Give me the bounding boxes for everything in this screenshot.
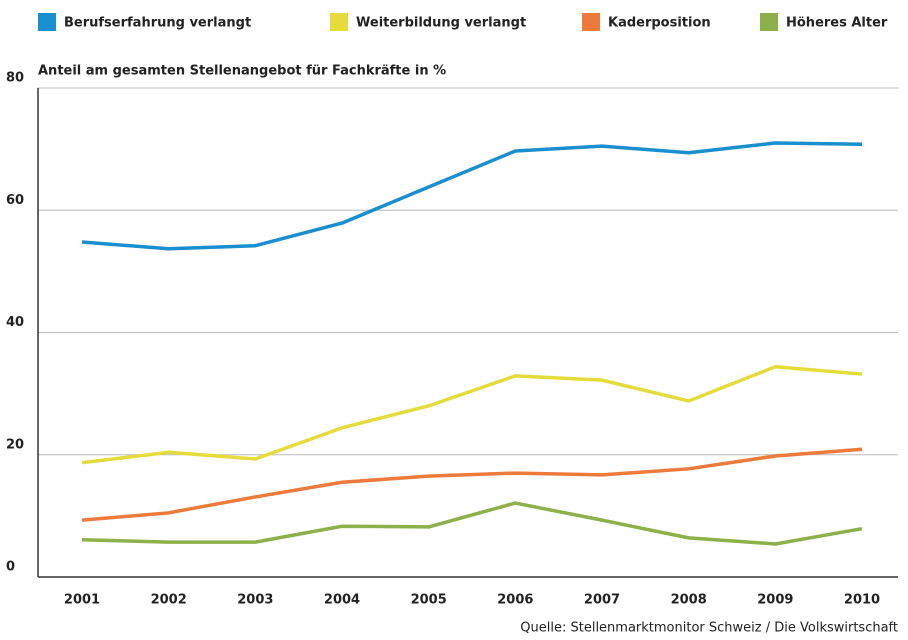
legend-swatch <box>760 13 778 31</box>
legend-swatch <box>38 13 56 31</box>
x-tick-label: 2001 <box>64 593 100 608</box>
x-tick-label: 2010 <box>844 593 880 608</box>
legend-label: Weiterbildung verlangt <box>356 16 526 31</box>
x-tick-label: 2009 <box>757 593 793 608</box>
x-tick-label: 2008 <box>671 593 707 608</box>
y-tick-label: 80 <box>6 71 24 86</box>
legend-swatch <box>582 13 600 31</box>
source: Quelle: Stellenmarktmonitor Schweiz / Di… <box>520 621 898 636</box>
x-tick-label: 2005 <box>411 593 447 608</box>
x-tick-label: 2004 <box>324 593 360 608</box>
legend-label: Kaderposition <box>608 16 711 31</box>
data-line <box>81 447 863 522</box>
legend-label: Höheres Alter <box>786 16 888 31</box>
x-tick-label: 2003 <box>237 593 273 608</box>
y-axis-title: Anteil am gesamten Stellenangebot für Fa… <box>38 64 446 79</box>
y-tick-label: 60 <box>6 193 24 208</box>
x-tick-label: 2007 <box>584 593 620 608</box>
y-tick-label: 40 <box>6 315 24 330</box>
data-line <box>81 364 863 465</box>
legend-label: Berufserfahrung verlangt <box>64 16 251 31</box>
x-tick-label: 2002 <box>151 593 187 608</box>
data-line <box>81 141 863 251</box>
legend-swatch <box>330 13 348 31</box>
x-tick-label: 2006 <box>497 593 533 608</box>
y-tick-label: 0 <box>6 560 15 575</box>
y-tick-label: 20 <box>6 437 24 452</box>
data-line <box>81 501 863 546</box>
